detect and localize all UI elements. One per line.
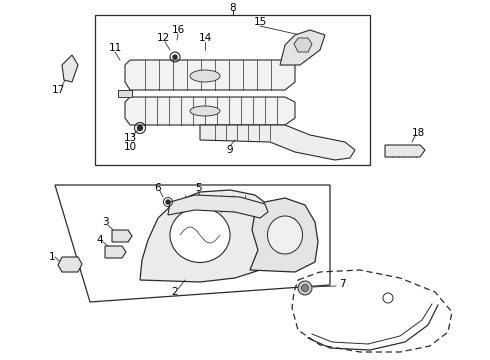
- Text: 4: 4: [97, 235, 103, 245]
- Circle shape: [173, 55, 177, 59]
- Text: 7: 7: [339, 279, 345, 289]
- Ellipse shape: [170, 207, 230, 262]
- Polygon shape: [294, 38, 312, 52]
- Text: 3: 3: [102, 217, 108, 227]
- Text: 15: 15: [253, 17, 267, 27]
- Polygon shape: [105, 246, 126, 258]
- Polygon shape: [168, 195, 268, 218]
- Text: 12: 12: [156, 33, 170, 43]
- Text: 10: 10: [123, 142, 137, 152]
- Text: 17: 17: [51, 85, 65, 95]
- Polygon shape: [58, 257, 82, 272]
- Ellipse shape: [190, 106, 220, 116]
- Polygon shape: [280, 30, 325, 65]
- Circle shape: [138, 126, 143, 131]
- Polygon shape: [112, 230, 132, 242]
- Ellipse shape: [268, 216, 302, 254]
- Text: 8: 8: [230, 3, 236, 13]
- Text: 2: 2: [172, 287, 178, 297]
- Polygon shape: [140, 190, 278, 282]
- Polygon shape: [250, 198, 318, 272]
- Polygon shape: [118, 90, 132, 95]
- Polygon shape: [385, 145, 425, 157]
- Circle shape: [301, 284, 309, 292]
- Polygon shape: [125, 60, 295, 90]
- Text: 18: 18: [412, 128, 425, 138]
- Text: 14: 14: [198, 33, 212, 43]
- Text: 16: 16: [172, 25, 185, 35]
- Text: 11: 11: [108, 43, 122, 53]
- Text: 6: 6: [155, 183, 161, 193]
- Text: 9: 9: [227, 145, 233, 155]
- Polygon shape: [118, 90, 132, 97]
- Circle shape: [298, 281, 312, 295]
- Polygon shape: [62, 55, 78, 82]
- Polygon shape: [125, 97, 295, 125]
- Circle shape: [166, 200, 170, 204]
- Text: 13: 13: [123, 133, 137, 143]
- Text: 1: 1: [49, 252, 55, 262]
- Polygon shape: [200, 125, 355, 160]
- Text: 5: 5: [195, 183, 201, 193]
- Ellipse shape: [190, 70, 220, 82]
- Bar: [95, 15, 370, 165]
